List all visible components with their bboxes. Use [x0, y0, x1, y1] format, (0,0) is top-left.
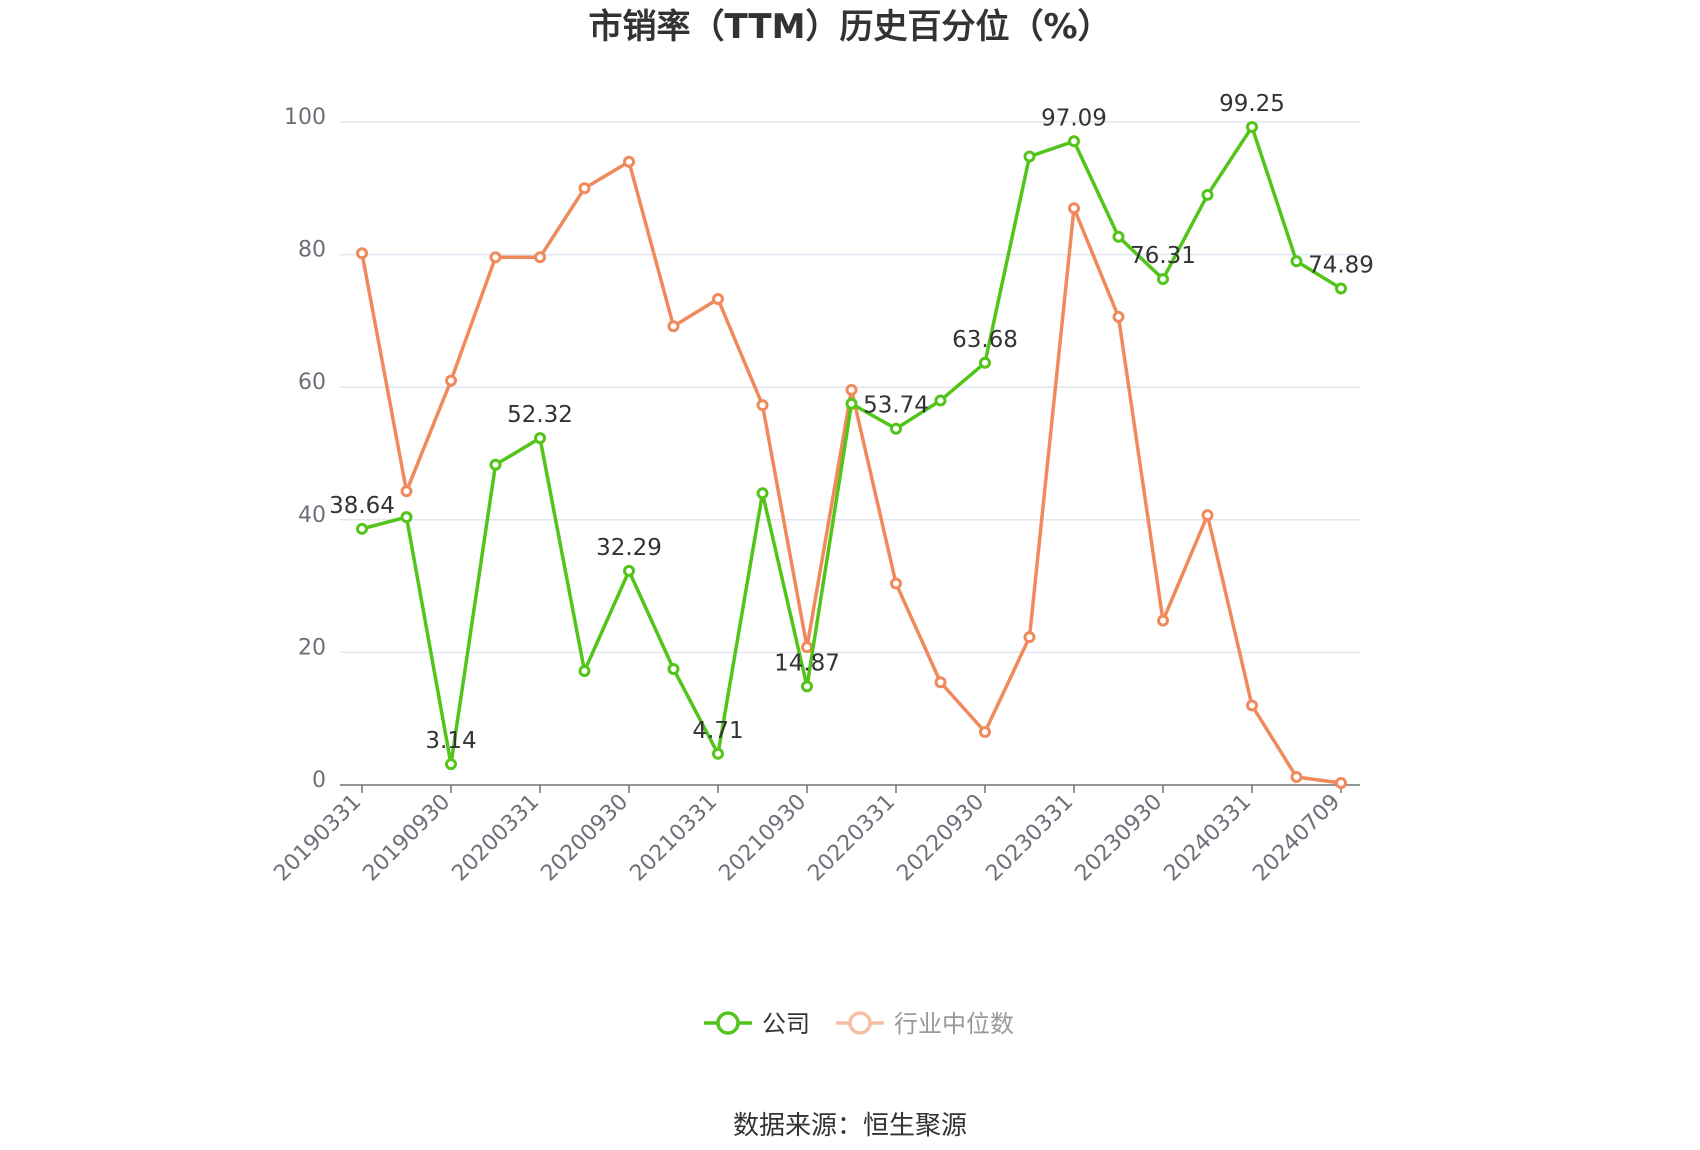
series-lines	[356, 120, 1347, 790]
data-point	[623, 564, 635, 577]
data-point	[1201, 509, 1214, 522]
data-point	[667, 320, 680, 333]
data-point	[1157, 273, 1169, 286]
data-label: 3.14	[425, 728, 476, 754]
data-point	[712, 747, 724, 760]
data-label: 53.74	[863, 393, 929, 419]
data-point	[1335, 777, 1347, 790]
data-label: 38.64	[329, 493, 395, 519]
y-tick-label: 100	[284, 105, 326, 130]
x-tick-label: 20230930	[1070, 790, 1167, 887]
data-label: 4.71	[692, 718, 743, 744]
data-point	[534, 432, 546, 445]
data-label: 32.29	[596, 535, 662, 561]
data-point	[890, 577, 902, 590]
data-point	[1290, 255, 1303, 268]
legend-item-1	[836, 1011, 884, 1035]
data-point	[667, 662, 680, 675]
data-point	[578, 182, 591, 195]
legend-label: 公司	[762, 1010, 810, 1038]
data-point	[1068, 202, 1080, 215]
data-point	[1290, 771, 1303, 784]
y-tick-label: 80	[298, 238, 326, 263]
legend-marker	[716, 1011, 740, 1035]
data-point	[534, 251, 546, 264]
data-point	[489, 458, 502, 471]
data-point	[400, 511, 413, 524]
y-tick-label: 20	[298, 635, 326, 660]
legend-item-0	[704, 1011, 752, 1035]
data-point	[400, 485, 413, 498]
chart-title: 市销率（TTM）历史百分位（%）	[588, 7, 1111, 47]
data-label: 97.09	[1041, 105, 1107, 131]
data-point	[623, 155, 635, 168]
data-point	[1023, 150, 1036, 163]
data-point	[1246, 699, 1258, 712]
x-tick-label: 20240331	[1159, 790, 1256, 887]
data-point	[712, 293, 724, 306]
x-tick-label: 20200930	[536, 790, 633, 887]
data-point	[445, 374, 457, 387]
x-tick-label: 20210331	[625, 790, 722, 887]
data-point	[801, 680, 813, 693]
data-label: 99.25	[1219, 91, 1285, 117]
data-point	[445, 758, 457, 771]
series-line-0	[361, 125, 1342, 766]
data-point	[356, 247, 368, 260]
x-tick-label: 20230331	[981, 790, 1078, 887]
data-point	[934, 394, 947, 407]
data-point	[756, 487, 769, 500]
data-point	[356, 522, 368, 535]
data-point	[1068, 135, 1080, 148]
legend-marker	[848, 1011, 872, 1035]
data-point	[1112, 230, 1125, 243]
x-tick-label: 20190930	[358, 790, 455, 887]
data-label: 74.89	[1308, 252, 1374, 278]
y-tick-label: 40	[298, 503, 326, 528]
data-point	[1246, 120, 1258, 133]
data-point	[489, 251, 502, 264]
data-point	[979, 725, 991, 738]
x-tick-label: 20240709	[1248, 790, 1345, 887]
data-point	[1112, 310, 1125, 323]
data-point	[1157, 614, 1169, 627]
data-label: 63.68	[952, 327, 1018, 353]
legend: 公司 行业中位数	[704, 1010, 1014, 1038]
data-point	[845, 383, 858, 396]
data-label: 76.31	[1130, 243, 1196, 269]
x-tick-label: 20220930	[892, 790, 989, 887]
data-point	[934, 676, 947, 689]
legend-label: 行业中位数	[894, 1010, 1014, 1038]
x-tick-label: 20220331	[803, 790, 900, 887]
y-tick-label: 0	[312, 768, 326, 793]
x-tick-label: 20200331	[447, 790, 544, 887]
data-labels: 38.64 3.14 52.32 32.29 4.71 14.87 53.74 63.68 97…	[329, 91, 1374, 754]
data-label: 52.32	[507, 402, 573, 428]
data-point	[845, 397, 858, 410]
data-point	[1335, 282, 1347, 295]
x-tick-label: 20190331	[269, 790, 366, 887]
x-tick-label: 20210930	[714, 790, 811, 887]
data-point	[890, 422, 902, 435]
source-note: 数据来源：恒生聚源	[733, 1111, 967, 1141]
data-point	[979, 356, 991, 369]
y-tick-label: 60	[298, 370, 326, 395]
data-label: 14.87	[774, 650, 840, 676]
data-point	[1023, 631, 1036, 644]
data-point	[756, 399, 769, 412]
data-point	[1201, 188, 1214, 201]
axes: 0 20 40 60 80 100 2019033120190930202003312020…	[269, 105, 1360, 886]
data-point	[578, 664, 591, 677]
